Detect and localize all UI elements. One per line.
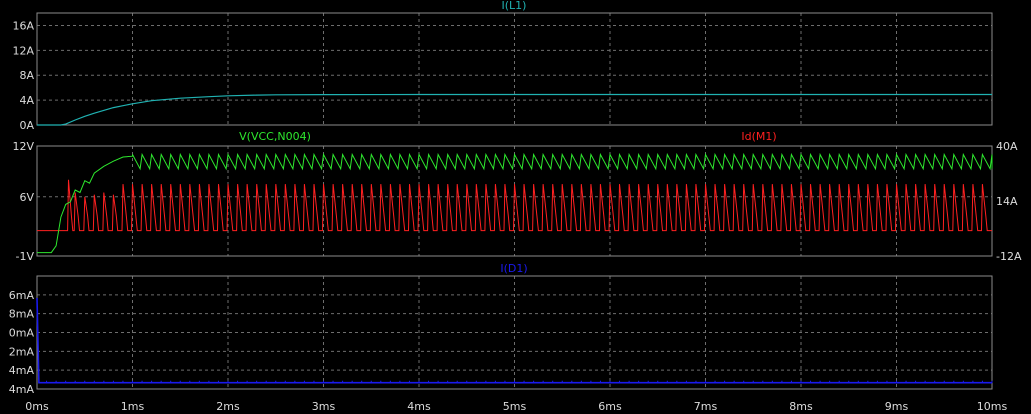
x-axis-ticks: 0ms 1ms 2ms 3ms 4ms 5ms 6ms 7ms 8ms 9ms 10ms — [25, 400, 1007, 413]
y-tick-label: 4A — [19, 94, 34, 107]
trace-id1[interactable] — [36, 297, 992, 384]
x-tick-label: 7ms — [694, 400, 718, 413]
y-tick-label: -1V — [16, 250, 35, 263]
trace-il1[interactable] — [37, 93, 992, 126]
y-tick-label: 4mA — [9, 364, 35, 377]
x-tick-label: 4ms — [407, 400, 431, 413]
pane-vcc-idm1-frame — [36, 145, 993, 257]
y-tick-label: 8mA — [9, 308, 35, 321]
y-tick-label: 16A — [12, 19, 34, 32]
trace-title-vcc-n004[interactable]: V(VCC,N004) — [239, 130, 311, 143]
trace-vcc-n004[interactable] — [37, 152, 993, 254]
trace-id-m1[interactable] — [37, 179, 992, 232]
y-tick-label: 6mA — [9, 289, 35, 302]
y-tick-label: 2mA — [9, 345, 35, 358]
x-tick-label: 1ms — [121, 400, 145, 413]
trace-title-id-m1[interactable]: Id(M1) — [741, 130, 776, 143]
trace-title-il1[interactable]: I(L1) — [502, 0, 527, 12]
x-tick-label: 0ms — [25, 400, 49, 413]
y-tick-label: 0mA — [9, 327, 35, 340]
x-tick-label: 5ms — [503, 400, 527, 413]
y-tick-label: 12A — [12, 44, 34, 57]
x-tick-label: 2ms — [216, 400, 240, 413]
pane-id1[interactable]: I(D1) 4mA 4mA 2mA 0mA 8mA 6mA — [9, 262, 993, 396]
pane-il1[interactable]: I(L1) 0A 4A 8A 12A 16A — [12, 0, 993, 132]
y-right-tick-label: 40A — [996, 140, 1018, 153]
y-tick-label: 12V — [12, 140, 34, 153]
x-tick-label: 9ms — [885, 400, 909, 413]
y-tick-label: 8A — [19, 69, 34, 82]
y-right-tick-label: 14A — [996, 195, 1018, 208]
pane-il1-frame — [36, 12, 993, 126]
pane-vcc-idm1[interactable]: V(VCC,N004) Id(M1) -1V 6V 12V -12A 14A 40A — [12, 130, 1021, 263]
y-tick-label: 6V — [19, 191, 34, 204]
y-tick-label: 4mA — [9, 383, 35, 396]
x-tick-label: 10ms — [977, 400, 1008, 413]
x-tick-label: 3ms — [312, 400, 336, 413]
trace-title-id1[interactable]: I(D1) — [500, 262, 527, 275]
x-tick-label: 6ms — [598, 400, 622, 413]
x-tick-label: 8ms — [789, 400, 813, 413]
y-tick-label: 0A — [19, 119, 34, 132]
y-right-tick-label: -12A — [996, 250, 1022, 263]
